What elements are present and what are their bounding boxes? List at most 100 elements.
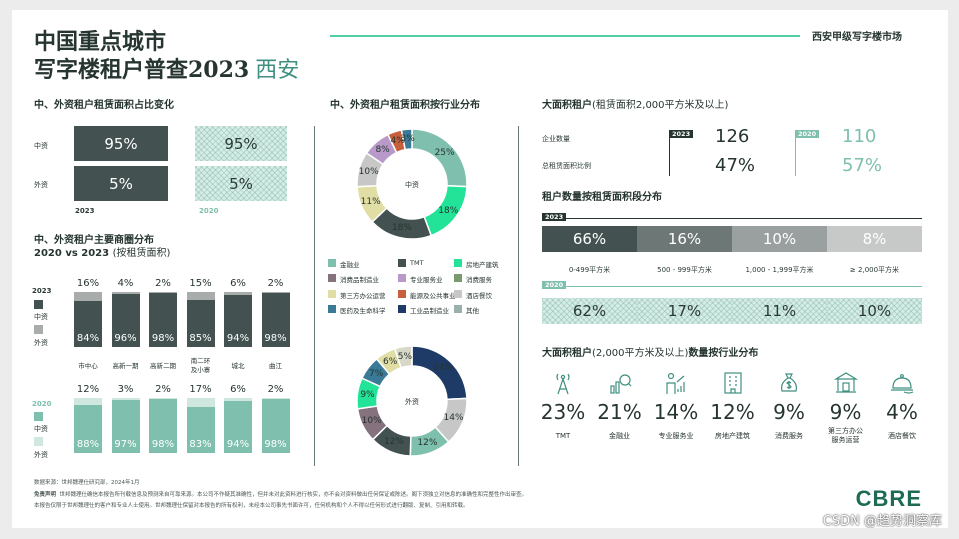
donut-slice-label: 6% — [382, 356, 398, 367]
size-band-label: 500 - 999平方米 — [657, 266, 712, 274]
bar-2023-fx-label: 6% — [230, 278, 246, 289]
share-year-2023: 2023 — [75, 207, 95, 215]
donut-fx-center: 外资 — [405, 397, 419, 406]
bar-2023-fx — [261, 292, 290, 294]
large-industry-name: 酒店餐饮 — [873, 432, 931, 441]
bar-2020-cn — [261, 399, 290, 453]
industry-legend-label: 工业品制造业 — [410, 307, 449, 315]
bar-2020-cn — [186, 407, 215, 453]
bar-2020-cn-label: 83% — [189, 439, 212, 450]
large-industry-pct: 21% — [597, 400, 642, 424]
large-industry-name-line: 第三方办公 — [828, 427, 863, 435]
industry-legend-swatch — [398, 274, 406, 282]
district-category-line: 高新一期 — [112, 362, 139, 370]
bar-2023-cn-label: 98% — [151, 333, 175, 344]
share-2020-fx: 5% — [195, 166, 287, 201]
large-industry-pct: 9% — [773, 400, 805, 424]
donut-slice-label: 10% — [358, 166, 379, 177]
district-category-line: 高新二期 — [150, 362, 176, 370]
report-page: 中国重点城市 写字楼租户普查2023 西安 西安甲级写字楼市场 中、外资租户租赁面… — [12, 10, 948, 528]
legend-2023-cn: 中资 — [34, 313, 48, 321]
bar-2020-fx — [74, 398, 102, 405]
donut-slice-label: 8% — [375, 144, 390, 155]
share-row-label-cn: 中资 — [34, 142, 48, 150]
industry-title: 中、外资租户租赁面积按行业分布 — [330, 100, 480, 111]
industry-legend-swatch — [454, 305, 462, 313]
donut-fx-slices — [356, 345, 468, 457]
bar-2020-fx — [261, 398, 290, 400]
industry-legend-label: 消费品制造业 — [340, 276, 379, 284]
district-category-line: 城北 — [231, 362, 245, 370]
city-name: 西安 — [255, 58, 300, 83]
industry-legend-swatch — [398, 259, 406, 267]
bar-2023-fx — [74, 292, 102, 301]
footer-source: 数据来源：世邦魏理仕研究部，2024年1月 — [34, 480, 140, 486]
donut-slice-label: 25% — [434, 147, 455, 158]
size-band-2020-seg: 11% — [732, 298, 827, 324]
cloche-icon — [873, 370, 931, 396]
industry-legend-label: 金融业 — [340, 261, 360, 269]
divider-right — [518, 126, 519, 466]
large-title-bold: 大面积租户 — [542, 100, 592, 111]
bar-2023-cn — [186, 300, 215, 347]
district-category-label: 市中心 — [68, 362, 108, 371]
bar-2023-cn — [261, 293, 290, 347]
bar-2023-fx-label: 15% — [189, 278, 212, 289]
bar-2023-cn-label: 94% — [226, 333, 250, 344]
industry-legend-swatch — [398, 290, 406, 298]
size-year-2023: 2023 — [542, 213, 567, 221]
bar-2020-fx — [111, 398, 140, 400]
size-band-2023-seg: 8% — [827, 226, 922, 252]
legend-2020-cn-swatch — [34, 412, 43, 421]
size-band-label: 0-499平方米 — [568, 266, 611, 274]
bar-2020-cn-label: 98% — [264, 439, 287, 450]
bar-2020-cn — [224, 401, 252, 453]
bar-2023-cn-label: 96% — [114, 333, 137, 344]
industry-legend-swatch — [328, 305, 336, 313]
bar-2023-fx-label: 2% — [155, 278, 171, 289]
large-industry-title-tail: 数量按行业分布 — [688, 348, 759, 359]
cbre-logo: CBRE — [855, 486, 922, 511]
large-industry-name-line: 服务运营 — [831, 436, 860, 444]
district-title-note: (按租赁面积) — [112, 248, 171, 259]
bar-2023-cn — [111, 294, 140, 347]
large-industry-pct: 4% — [886, 400, 918, 424]
header-rule — [330, 35, 800, 37]
donut-fx: 外资 — [356, 345, 468, 457]
industry-legend-swatch — [454, 274, 462, 282]
kpi-2023-count: 126 — [715, 126, 750, 147]
finance-icon — [591, 370, 649, 396]
large-industry-item: 14% 专业服务业 — [647, 370, 705, 441]
industry-legend-swatch — [328, 290, 336, 298]
legend-2023-cn-swatch — [34, 300, 43, 309]
size-band-2020-seg: 62% — [542, 298, 637, 324]
large-share-label: 总租赁面积比例 — [542, 162, 591, 170]
large-industry-item: 21% 金融业 — [591, 370, 649, 441]
industry-legend-label: 其他 — [466, 307, 479, 315]
legend-2020-cn: 中资 — [34, 425, 48, 433]
bar-2020-cn — [74, 404, 102, 453]
bar-2020-cn-label: 97% — [114, 439, 137, 450]
large-industry-name: 专业服务业 — [647, 432, 705, 441]
size-band-2020-seg: 17% — [637, 298, 732, 324]
donut-slice-label: 18% — [438, 205, 459, 216]
legend-2023-year: 2023 — [32, 287, 52, 295]
large-industry-name: TMT — [534, 432, 592, 441]
bar-2020-fx-label: 3% — [117, 384, 134, 395]
donut-slice-label: 5% — [397, 351, 413, 362]
bar-2023-cn — [224, 295, 252, 347]
share-row-label-fx: 外资 — [34, 181, 48, 189]
bar-2020-fx — [224, 398, 252, 402]
bar-2023-cn — [149, 293, 177, 347]
title-line2: 写字楼租户普查2023 西安 — [34, 52, 299, 84]
bar-2023-fx — [149, 292, 177, 294]
large-industry-name: 消费服务 — [760, 432, 818, 441]
bar-2023-fx — [186, 292, 215, 301]
large-industry-name-line: TMT — [555, 432, 571, 440]
bar-2020-fx — [186, 398, 215, 408]
bar-2023-fx — [224, 292, 252, 296]
bar-2023-fx-label: 16% — [76, 278, 100, 289]
large-industry-pct: 12% — [710, 400, 755, 424]
kpi-2020-count: 110 — [842, 126, 877, 147]
large-industry-pct: 14% — [653, 400, 699, 424]
